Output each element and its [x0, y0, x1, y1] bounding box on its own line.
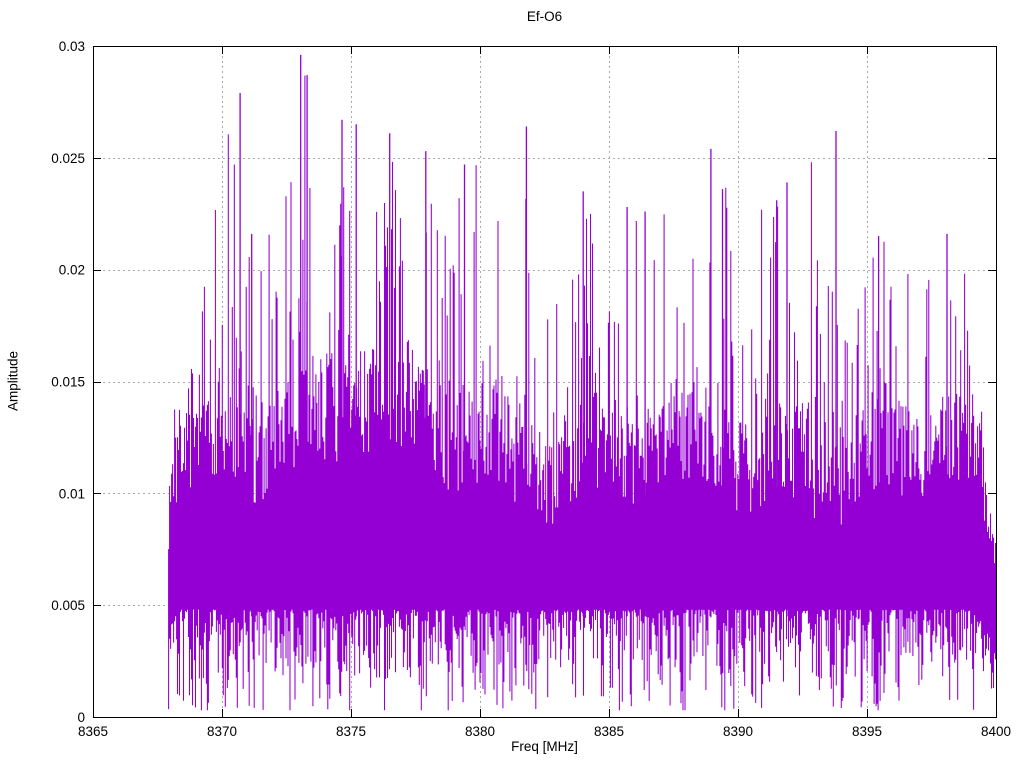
svg-text:8400: 8400: [981, 724, 1011, 739]
x-axis-label: Freq [MHz]: [511, 739, 578, 754]
svg-text:8395: 8395: [852, 724, 882, 739]
svg-text:0: 0: [77, 710, 85, 725]
svg-text:8385: 8385: [594, 724, 624, 739]
y-tick-labels: 0 0.005 0.01 0.015 0.02 0.025 0.03: [51, 39, 85, 725]
svg-text:0.015: 0.015: [51, 375, 85, 390]
spectrum-series: [168, 75, 997, 711]
chart-title: Ef-O6: [526, 9, 563, 24]
svg-text:0.01: 0.01: [59, 486, 85, 501]
peak-spikes: [239, 54, 948, 617]
x-tick-labels: 8365 8370 8375 8380 8385 8390 8395 8400: [78, 724, 1011, 739]
svg-text:8365: 8365: [78, 724, 108, 739]
svg-text:8380: 8380: [465, 724, 495, 739]
svg-text:0.025: 0.025: [51, 151, 85, 166]
svg-text:0.005: 0.005: [51, 598, 85, 613]
svg-text:8370: 8370: [207, 724, 237, 739]
svg-text:8390: 8390: [723, 724, 753, 739]
svg-text:8375: 8375: [336, 724, 366, 739]
axis-ticks: [93, 46, 997, 718]
svg-text:0.03: 0.03: [59, 39, 85, 54]
svg-text:0.02: 0.02: [59, 263, 85, 278]
